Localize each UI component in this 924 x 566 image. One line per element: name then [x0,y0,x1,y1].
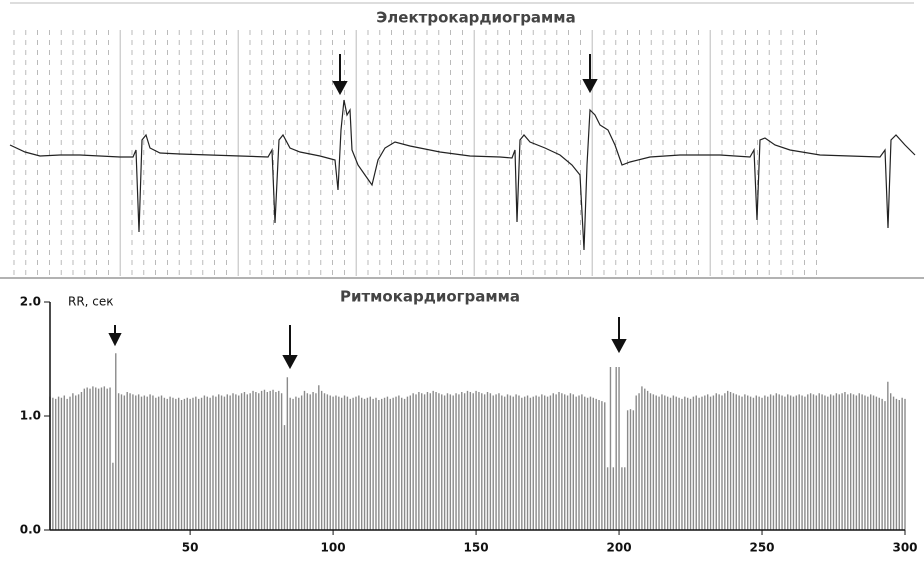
arrow-head [332,81,348,96]
arrow-head [611,339,627,354]
arrow-head [582,79,598,94]
ecg-trace [9,99,916,251]
ecg-grid [13,30,817,276]
arrow-head [108,333,122,347]
y-tick-label: 0.0 [20,523,41,537]
x-tick-label: 150 [464,541,489,555]
x-tick-label: 300 [892,541,917,555]
x-tick-label: 250 [749,541,774,555]
rhythm-title: Ритмокардиограмма [340,288,520,306]
y-tick-label: 1.0 [20,409,41,423]
x-tick-label: 200 [607,541,632,555]
arrows [108,54,627,370]
y-tick-label: 2.0 [20,295,41,309]
y-axis-label: RR, сек [68,295,114,309]
x-tick-label: 50 [182,541,199,555]
x-tick-label: 100 [321,541,346,555]
ecg-title: Электрокардиограмма [376,9,575,27]
arrow-head [282,355,298,370]
